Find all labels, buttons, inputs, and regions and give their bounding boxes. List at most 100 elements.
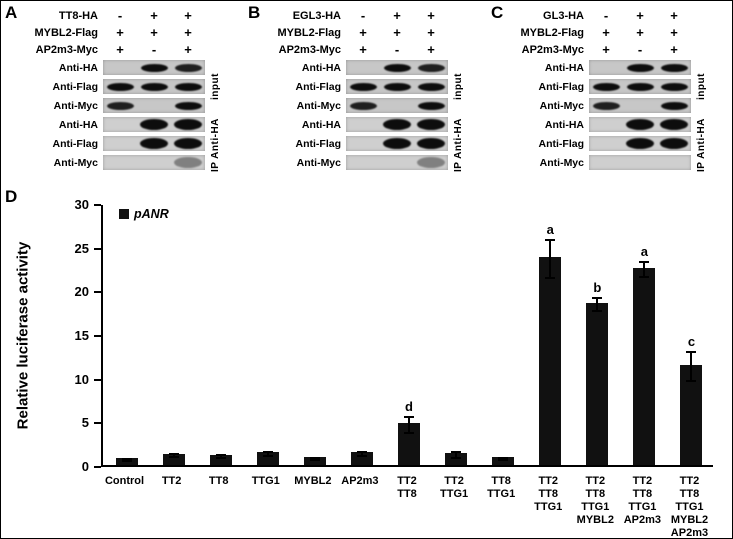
construct-sign: + (602, 25, 610, 40)
blot-panel-A: A TT8-HA - + + MYBL2-Flag + + + AP2m3-Myc + - + Anti-… (3, 3, 246, 191)
construct-sign: + (150, 8, 158, 23)
error-cap-bottom (404, 431, 414, 434)
blot-panel-content: EGL3-HA - + + MYBL2-Flag + + + AP2m3-Myc + - + Anti-… (262, 7, 448, 172)
bar (633, 267, 656, 465)
blot-lane (346, 98, 380, 113)
protein-band (660, 119, 688, 130)
x-tick-label-line: TT8 (585, 487, 606, 500)
blot-lane (414, 136, 448, 151)
blot-lane (589, 117, 623, 132)
error-cap-bottom (498, 459, 509, 462)
construct-sign: + (427, 8, 435, 23)
y-tick (94, 422, 101, 425)
error-bar (125, 458, 128, 462)
x-tick-label-line: TT8 (538, 487, 558, 500)
antibody-label: Anti-Myc (539, 99, 584, 112)
error-cap-top (309, 456, 320, 459)
construct-sign: + (636, 8, 644, 23)
bar (445, 452, 468, 465)
blot-lane (171, 136, 205, 151)
y-tick-label: 15 (74, 328, 89, 343)
group-label-ip-anti-ha: IP Anti-HA (210, 118, 221, 172)
construct-signs: + - + (589, 41, 691, 58)
protein-band (140, 119, 168, 130)
blot-lane (103, 60, 137, 75)
construct-row: AP2m3-Myc + - + (262, 41, 448, 58)
error-bar (690, 351, 693, 382)
error-cap-top (639, 260, 650, 263)
protein-band (417, 157, 445, 168)
blot-lane (623, 136, 657, 151)
bar (680, 364, 703, 465)
y-tick (94, 247, 101, 250)
group-label-input: input (453, 73, 464, 100)
error-cap-top (168, 452, 179, 455)
antibody-label: Anti-Flag (52, 80, 99, 93)
error-cap-bottom (309, 459, 320, 462)
error-bar (172, 453, 175, 458)
blot-lane (380, 79, 414, 94)
construct-sign: + (184, 42, 192, 57)
bar (162, 453, 185, 465)
blot-row: Anti-Myc (505, 96, 691, 115)
x-tick-label: TT2 TT8 (383, 475, 430, 501)
blot-lane (589, 136, 623, 151)
construct-name: EGL3-HA (292, 9, 341, 22)
x-tick-label: TTG1 (242, 475, 289, 488)
x-tick-label-line: TTG1 (675, 500, 704, 513)
antibody-label: Anti-Flag (538, 80, 585, 93)
error-cap-top (121, 457, 132, 460)
panel-d: D Relative luciferase activity pANR 0 5 10… (1, 187, 732, 538)
error-cap-top (592, 297, 603, 300)
blot-strip (103, 98, 205, 113)
blot-strip (103, 155, 205, 170)
x-tick-label: TT8 (195, 475, 242, 488)
blot-panels-row: A TT8-HA - + + MYBL2-Flag + + + AP2m3-Myc + - + Anti-… (3, 3, 732, 191)
blot-row: Anti-Myc (19, 96, 205, 115)
construct-sign: - (117, 8, 123, 23)
blot-row: Anti-Flag (262, 134, 448, 153)
blot-lane (380, 117, 414, 132)
construct-signs: - + + (589, 7, 691, 24)
protein-band (140, 63, 168, 72)
construct-row: EGL3-HA - + + (262, 7, 448, 24)
protein-band (140, 138, 168, 149)
protein-band (626, 82, 654, 91)
blot-lane (380, 155, 414, 170)
blot-lane (657, 79, 691, 94)
error-cap-bottom (592, 309, 603, 312)
construct-sign: + (116, 42, 124, 57)
protein-band (383, 63, 411, 72)
y-tick (94, 378, 101, 381)
blot-strip (589, 79, 691, 94)
x-tick-label: MYBL2 (289, 475, 336, 488)
construct-signs: - + + (346, 7, 448, 24)
x-tick-label: TT2 TT8 TTG1 AP2m3 (619, 475, 666, 527)
blot-lane (623, 60, 657, 75)
blot-lane (623, 98, 657, 113)
protein-band (140, 82, 168, 91)
construct-sign: - (637, 42, 643, 57)
antibody-label: Anti-HA (544, 118, 584, 131)
blot-lane (346, 155, 380, 170)
protein-band (383, 119, 411, 130)
protein-band (660, 82, 688, 91)
error-bar (313, 457, 316, 461)
blot-lane (380, 60, 414, 75)
blot-strip (589, 155, 691, 170)
protein-band (626, 119, 654, 130)
antibody-label: Anti-Flag (538, 137, 585, 150)
blot-row: Anti-HA (19, 115, 205, 134)
construct-row: AP2m3-Myc + - + (19, 41, 205, 58)
construct-sign: + (602, 42, 610, 57)
blot-lane (171, 155, 205, 170)
blot-strip (346, 98, 448, 113)
blot-row: Anti-Flag (19, 134, 205, 153)
protein-band (174, 119, 202, 130)
bar (350, 451, 373, 465)
antibody-label: Anti-Myc (53, 99, 98, 112)
blot-row: Anti-Flag (19, 77, 205, 96)
error-cap-bottom (168, 456, 179, 459)
construct-sign: + (184, 25, 192, 40)
protein-band (174, 63, 202, 72)
